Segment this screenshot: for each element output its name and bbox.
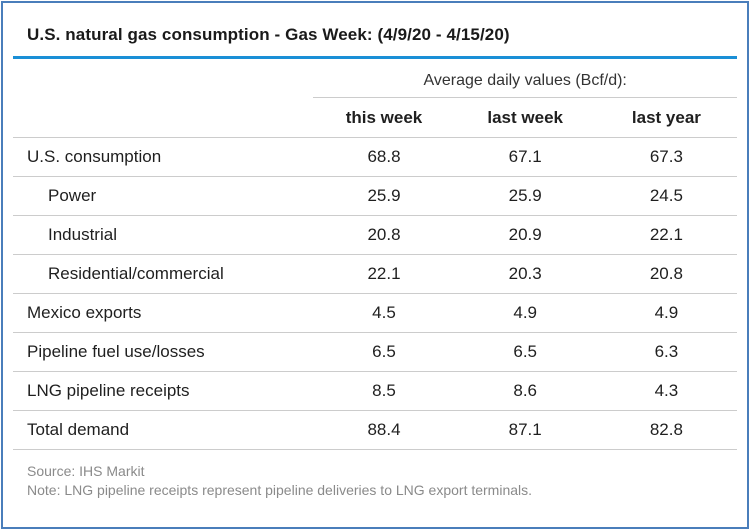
cell-value: 4.9 (454, 293, 596, 333)
row-label: Industrial (13, 215, 314, 255)
cell-value: 6.5 (313, 332, 455, 372)
cell-value: 22.1 (313, 254, 455, 294)
cell-value: 4.5 (313, 293, 455, 333)
cell-value: 67.1 (454, 137, 596, 177)
title-underline (13, 56, 737, 59)
table-row: Power 25.9 25.9 24.5 (13, 176, 737, 216)
cell-value: 25.9 (313, 176, 455, 216)
cell-value: 87.1 (454, 410, 596, 450)
cell-value: 82.8 (595, 410, 737, 450)
header-group-row: Average daily values (Bcf/d): (13, 64, 737, 98)
row-label: U.S. consumption (13, 137, 314, 177)
table-row: Industrial 20.8 20.9 22.1 (13, 215, 737, 255)
cell-value: 20.8 (313, 215, 455, 255)
row-label: Pipeline fuel use/losses (13, 332, 314, 372)
consumption-table: Average daily values (Bcf/d): this week … (13, 64, 737, 450)
table-row: U.S. consumption 68.8 67.1 67.3 (13, 137, 737, 177)
cell-value: 8.6 (454, 371, 596, 411)
table-row: LNG pipeline receipts 8.5 8.6 4.3 (13, 371, 737, 411)
row-label: LNG pipeline receipts (13, 371, 314, 411)
column-header-last-year: last year (595, 97, 737, 138)
cell-value: 22.1 (595, 215, 737, 255)
cell-value: 6.3 (595, 332, 737, 372)
cell-value: 67.3 (595, 137, 737, 177)
source-note: Source: IHS Markit (27, 463, 145, 479)
table-row: Pipeline fuel use/losses 6.5 6.5 6.3 (13, 332, 737, 372)
footnote: Note: LNG pipeline receipts represent pi… (27, 482, 533, 498)
row-label: Mexico exports (13, 293, 314, 333)
cell-value: 68.8 (313, 137, 455, 177)
cell-value: 24.5 (595, 176, 737, 216)
cell-value: 8.5 (313, 371, 455, 411)
cell-value: 20.9 (454, 215, 596, 255)
table-row: Total demand 88.4 87.1 82.8 (13, 410, 737, 450)
cell-value: 25.9 (454, 176, 596, 216)
table-row: Mexico exports 4.5 4.9 4.9 (13, 293, 737, 333)
footnotes: Source: IHS Markit Note: LNG pipeline re… (27, 462, 532, 500)
cell-value: 4.3 (595, 371, 737, 411)
cell-value: 6.5 (454, 332, 596, 372)
row-label: Residential/commercial (13, 254, 314, 294)
column-header-last-week: last week (454, 97, 596, 138)
cell-value: 20.8 (595, 254, 737, 294)
cell-value: 20.3 (454, 254, 596, 294)
table-title: U.S. natural gas consumption - Gas Week:… (27, 25, 510, 44)
column-header-row: this week last week last year (13, 97, 737, 138)
cell-value: 88.4 (313, 410, 455, 450)
row-label: Total demand (13, 410, 314, 450)
table-row: Residential/commercial 22.1 20.3 20.8 (13, 254, 737, 294)
column-header-this-week: this week (313, 97, 455, 138)
row-label: Power (13, 176, 314, 216)
cell-value: 4.9 (595, 293, 737, 333)
group-header: Average daily values (Bcf/d): (313, 64, 737, 98)
